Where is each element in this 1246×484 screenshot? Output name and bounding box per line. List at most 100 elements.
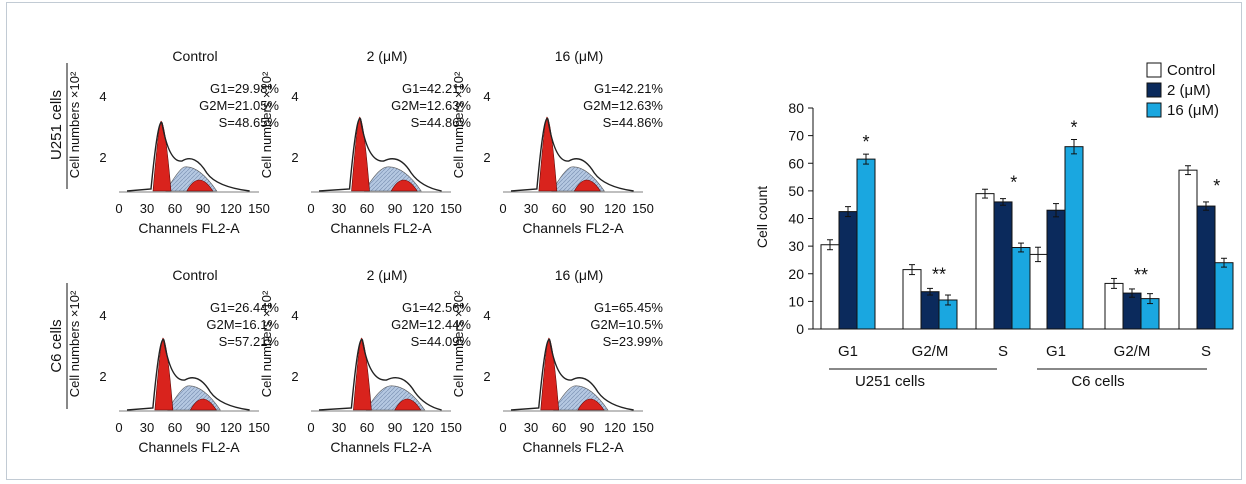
x-tick-label: 30 [140, 420, 154, 435]
x-tick-label: 90 [580, 201, 594, 216]
bar [975, 193, 995, 330]
x-tick-label: 120 [604, 201, 626, 216]
group-label-u251: U251 cells [855, 373, 925, 390]
panel-y-label: Cell numbers ×10² [67, 290, 82, 397]
histogram-panel: 2 (μM) Cell numbers ×10² 4 2 0 30 60 90 120 150 Ch… [259, 48, 471, 236]
panel-x-label: Channels FL2-A [522, 220, 624, 236]
histogram-envelope [510, 338, 634, 411]
g1-peak-fill [154, 337, 174, 411]
bar [820, 244, 840, 330]
legend: Control 2 (μM) 16 (μM) [1146, 62, 1219, 119]
g2m-peak-fill [189, 398, 217, 411]
x-tick-label: 0 [499, 420, 506, 435]
bar [902, 269, 922, 330]
histogram-envelope [318, 117, 442, 192]
x-tick-label: 30 [332, 201, 346, 216]
row-label-text: U251 cells [48, 90, 65, 160]
significance-marker: * [1070, 117, 1077, 137]
stat-label: G1=26.44% [210, 300, 279, 315]
x-tick-label: 60 [168, 420, 182, 435]
bar-chart: Cell count U251 cells C6 cells 0 10 20 30 40… [754, 62, 1234, 390]
stat-label: G1=42.21% [594, 81, 663, 96]
panel-title: 16 (μM) [555, 267, 604, 283]
histogram-envelope [510, 117, 634, 192]
y-tick-label: 60 [788, 155, 804, 171]
x-tick-label: 0 [307, 420, 314, 435]
legend-swatch [1146, 82, 1162, 98]
y-tick-label: 70 [788, 128, 804, 144]
panel-title: Control [172, 267, 217, 283]
category-label: G1 [838, 343, 858, 360]
bar [920, 291, 940, 330]
y-tick-label: 4 [291, 308, 298, 323]
x-tick-label: 60 [552, 201, 566, 216]
y-tick-label: 80 [788, 100, 804, 116]
panel-y-label: Cell numbers ×10² [259, 290, 274, 397]
panel-title: 2 (μM) [367, 48, 408, 64]
panel-title: 16 (μM) [555, 48, 604, 64]
significance-marker: * [1213, 176, 1220, 196]
g1-peak-fill [540, 337, 560, 411]
stat-label: G1=42.56% [402, 300, 471, 315]
legend-label: 16 (μM) [1167, 102, 1219, 119]
stat-label: G2M=12.63% [583, 98, 663, 113]
g1-peak-fill [152, 120, 172, 192]
g2m-peak-fill [390, 179, 418, 192]
panel-title: Control [172, 48, 217, 64]
stat-label: G1=42.21% [402, 81, 471, 96]
x-tick-label: 120 [412, 201, 434, 216]
x-tick-label: 120 [220, 420, 242, 435]
legend-label: 2 (μM) [1167, 82, 1211, 99]
bar [1196, 205, 1216, 330]
x-tick-label: 30 [524, 201, 538, 216]
stat-label: G2M=10.5% [590, 317, 663, 332]
y-tick-label: 2 [291, 150, 298, 165]
x-tick-label: 60 [168, 201, 182, 216]
x-tick-label: 150 [248, 201, 270, 216]
stat-label: S=44.86% [603, 115, 664, 130]
category-label: S [1201, 343, 1211, 360]
x-tick-label: 90 [388, 420, 402, 435]
g2m-peak-fill [394, 398, 422, 411]
g1-peak-fill [353, 337, 372, 411]
histogram-panels: Control Cell numbers ×10² 4 2 0 30 60 90 120 150 C… [67, 48, 663, 455]
x-tick-label: 60 [360, 201, 374, 216]
y-tick-label: 10 [788, 293, 804, 309]
y-tick-label: 4 [99, 89, 106, 104]
bar [1028, 253, 1048, 330]
bar [1214, 262, 1234, 330]
x-tick-label: 150 [632, 201, 654, 216]
stat-label: G1=65.45% [594, 300, 663, 315]
x-tick-label: 120 [412, 420, 434, 435]
panel-x-label: Channels FL2-A [138, 439, 240, 455]
x-tick-label: 150 [248, 420, 270, 435]
panel-title: 2 (μM) [367, 267, 408, 283]
g2m-peak-fill [577, 398, 605, 411]
x-tick-label: 120 [604, 420, 626, 435]
y-tick-label: 2 [99, 369, 106, 384]
stat-label: S=48.65% [219, 115, 280, 130]
histogram-envelope [126, 121, 250, 192]
y-tick-label: 4 [291, 89, 298, 104]
panel-y-label: Cell numbers ×10² [259, 71, 274, 178]
category-label: G2/M [912, 343, 949, 360]
bar [856, 158, 876, 330]
histogram-panel: 2 (μM) Cell numbers ×10² 4 2 0 30 60 90 120 150 Ch… [259, 267, 471, 455]
panel-x-label: Channels FL2-A [330, 220, 432, 236]
histogram-panel: Control Cell numbers ×10² 4 2 0 30 60 90 120 150 C… [67, 48, 279, 236]
category-label: S [998, 343, 1008, 360]
significance-marker: ** [932, 264, 946, 284]
x-tick-label: 60 [360, 420, 374, 435]
bar [993, 201, 1013, 330]
histogram-panel: 16 (μM) Cell numbers ×10² 4 2 0 30 60 90 120 150 C… [451, 48, 663, 236]
y-tick-label: 2 [483, 369, 490, 384]
stat-label: G2M=21.05% [199, 98, 279, 113]
x-tick-label: 0 [115, 201, 122, 216]
category-label: G1 [1046, 343, 1066, 360]
figure-canvas: U251 cells C6 cells Control Cell numbers … [48, 48, 1234, 455]
panel-x-label: Channels FL2-A [522, 439, 624, 455]
category-label: G2/M [1114, 343, 1151, 360]
g1-peak-fill [351, 116, 370, 192]
y-tick-label: 0 [796, 321, 804, 337]
y-tick-label: 4 [483, 308, 490, 323]
